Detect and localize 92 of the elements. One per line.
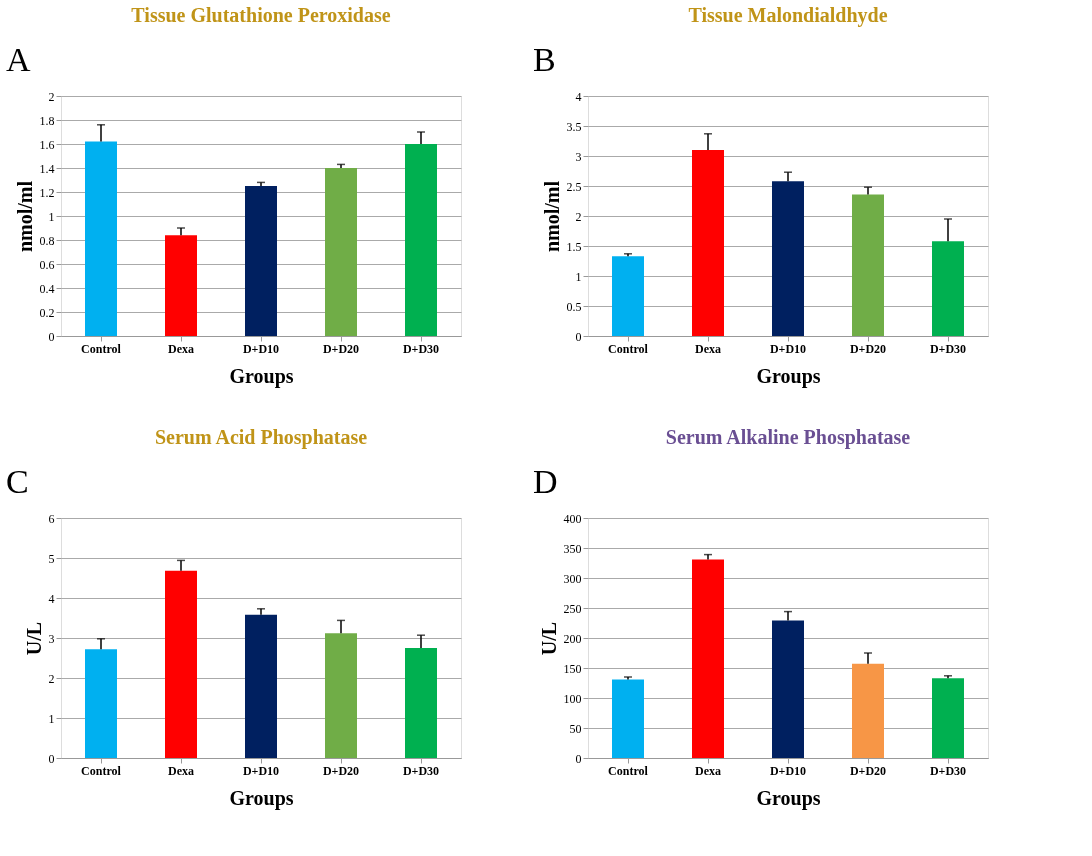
y-tick-label: 3 xyxy=(575,149,582,164)
y-tick-label: 2.5 xyxy=(566,179,582,194)
bar xyxy=(932,241,964,336)
x-tick-label: D+D30 xyxy=(929,763,967,778)
x-tick-label: D+D30 xyxy=(929,341,967,356)
bar xyxy=(325,633,357,758)
x-tick-label: Control xyxy=(608,763,649,778)
y-axis-title: U/L xyxy=(537,621,560,656)
y-tick-label: 1 xyxy=(48,711,55,726)
y-tick-label: 2 xyxy=(575,209,582,224)
y-tick-label: 5 xyxy=(48,551,55,566)
x-tick-label: D+D20 xyxy=(849,763,887,778)
bar xyxy=(932,678,964,758)
y-tick-label: 350 xyxy=(563,541,582,556)
bar xyxy=(325,168,357,336)
text: D xyxy=(533,463,558,500)
y-tick-label: 300 xyxy=(563,571,582,586)
bar xyxy=(85,141,117,336)
y-tick-label: 0.8 xyxy=(39,233,55,248)
x-tick-label: D+D20 xyxy=(849,341,887,356)
chart-title: Tissue Glutathione Peroxidase xyxy=(131,4,391,26)
bar xyxy=(405,144,437,336)
y-tick-label: 1 xyxy=(48,209,55,224)
x-tick-label: D+D30 xyxy=(402,341,440,356)
y-tick-label: 1.6 xyxy=(39,137,55,152)
x-tick-label: D+D20 xyxy=(322,341,360,356)
x-tick-label: D+D10 xyxy=(242,763,280,778)
chart-title: Serum Acid Phosphatase xyxy=(154,426,368,449)
y-tick-label: 250 xyxy=(563,601,582,616)
x-tick-label: Control xyxy=(608,341,649,356)
bar xyxy=(612,679,644,758)
bar xyxy=(165,570,197,758)
bar xyxy=(772,620,804,758)
y-tick-label: 4 xyxy=(48,591,55,606)
text: B xyxy=(533,41,556,78)
y-tick-label: 100 xyxy=(563,691,582,706)
y-tick-label: 150 xyxy=(563,661,582,676)
x-tick-label: D+D10 xyxy=(769,341,807,356)
y-tick-label: 6 xyxy=(48,511,55,526)
y-tick-label: 1.8 xyxy=(39,113,55,128)
y-tick-label: 0 xyxy=(48,329,55,344)
chart-title: Serum Alkaline Phosphatase xyxy=(665,426,911,449)
y-tick-label: 0.4 xyxy=(39,281,55,296)
x-axis-title: Groups xyxy=(756,364,821,388)
x-axis-title: Groups xyxy=(229,786,294,810)
bar xyxy=(852,663,884,758)
y-tick-label: 3.5 xyxy=(566,119,582,134)
bar xyxy=(852,194,884,336)
y-axis-title: nmol/ml xyxy=(540,180,563,253)
bar xyxy=(612,256,644,336)
y-tick-label: 1 xyxy=(575,269,582,284)
y-tick-label: 1.4 xyxy=(39,161,55,176)
y-axis-title: U/L xyxy=(22,621,45,656)
y-tick-label: 4 xyxy=(575,89,582,104)
x-tick-label: Dexa xyxy=(168,341,194,356)
y-tick-label: 0 xyxy=(48,751,55,766)
bar xyxy=(692,559,724,758)
y-tick-label: 2 xyxy=(48,89,55,104)
y-axis-title: nmol/ml xyxy=(13,180,36,253)
x-tick-label: Dexa xyxy=(695,763,721,778)
x-axis-title: Groups xyxy=(229,364,294,388)
bar xyxy=(85,649,117,758)
y-tick-label: 2 xyxy=(48,671,55,686)
x-axis-title: Groups xyxy=(756,786,821,810)
x-tick-label: D+D10 xyxy=(242,341,280,356)
y-tick-label: 0.5 xyxy=(566,299,582,314)
text: C xyxy=(6,463,29,500)
bar xyxy=(405,648,437,758)
y-tick-label: 0.6 xyxy=(39,257,55,272)
text: A xyxy=(6,41,31,78)
x-tick-label: Control xyxy=(81,763,122,778)
bar xyxy=(245,186,277,336)
chart-title: Tissue Malondialdhyde xyxy=(688,4,888,27)
y-tick-label: 1.5 xyxy=(566,239,582,254)
x-tick-label: D+D10 xyxy=(769,763,807,778)
y-tick-label: 400 xyxy=(563,511,582,526)
y-tick-label: 3 xyxy=(48,631,55,646)
bar xyxy=(692,150,724,336)
y-tick-label: 0 xyxy=(575,329,582,344)
x-tick-label: Dexa xyxy=(168,763,194,778)
bar xyxy=(245,614,277,758)
bar xyxy=(772,181,804,336)
x-tick-label: D+D30 xyxy=(402,763,440,778)
bar xyxy=(165,235,197,336)
y-tick-label: 0.2 xyxy=(39,305,55,320)
x-tick-label: D+D20 xyxy=(322,763,360,778)
x-tick-label: Control xyxy=(81,341,122,356)
x-tick-label: Dexa xyxy=(695,341,721,356)
y-tick-label: 1.2 xyxy=(39,185,55,200)
y-tick-label: 200 xyxy=(563,631,582,646)
y-tick-label: 0 xyxy=(575,751,582,766)
y-tick-label: 50 xyxy=(569,721,582,736)
